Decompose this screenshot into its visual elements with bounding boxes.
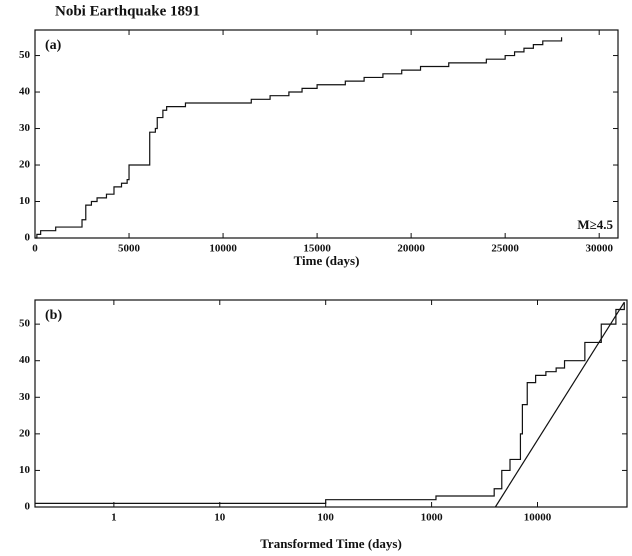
panel-label: (b) (45, 308, 62, 323)
plot-frame (34, 299, 628, 508)
x-tick-label: 10 (214, 512, 226, 524)
x-tick-label: 10000 (524, 512, 552, 524)
annotation: M≥4.5 (577, 217, 613, 232)
y-tick-label: 40 (19, 354, 31, 366)
y-tick-label: 50 (19, 49, 31, 61)
x-tick-label: 100 (317, 512, 334, 524)
x-tick-label: 30000 (585, 243, 613, 255)
y-tick-label: 40 (19, 86, 31, 98)
y-tick-label: 50 (19, 318, 31, 330)
plot-frame (34, 29, 619, 239)
panel-label: (a) (45, 38, 62, 53)
x-tick-label: 5000 (118, 243, 141, 255)
x-tick-label: 10000 (209, 243, 237, 255)
x-tick-label: 0 (32, 243, 38, 255)
data-line (35, 37, 563, 239)
y-tick-label: 20 (19, 427, 31, 439)
data-line (494, 301, 625, 508)
x-axis-label: Time (days) (294, 253, 360, 268)
x-tick-label: 25000 (491, 243, 519, 255)
y-tick-label: 20 (19, 159, 31, 171)
x-tick-label: 20000 (397, 243, 425, 255)
y-tick-label: 0 (25, 501, 31, 513)
y-tick-label: 30 (19, 122, 31, 134)
x-tick-label: 15000 (303, 243, 331, 255)
figure-title: Nobi Earthquake 1891 (55, 3, 200, 19)
y-tick-label: 0 (25, 232, 31, 244)
data-line (35, 302, 625, 504)
x-tick-label: 1 (111, 512, 117, 524)
y-tick-label: 10 (19, 195, 31, 207)
y-tick-label: 10 (19, 464, 31, 476)
x-axis-label: Transformed Time (days) (260, 536, 402, 551)
y-tick-label: 30 (19, 391, 31, 403)
x-tick-label: 1000 (421, 512, 444, 524)
